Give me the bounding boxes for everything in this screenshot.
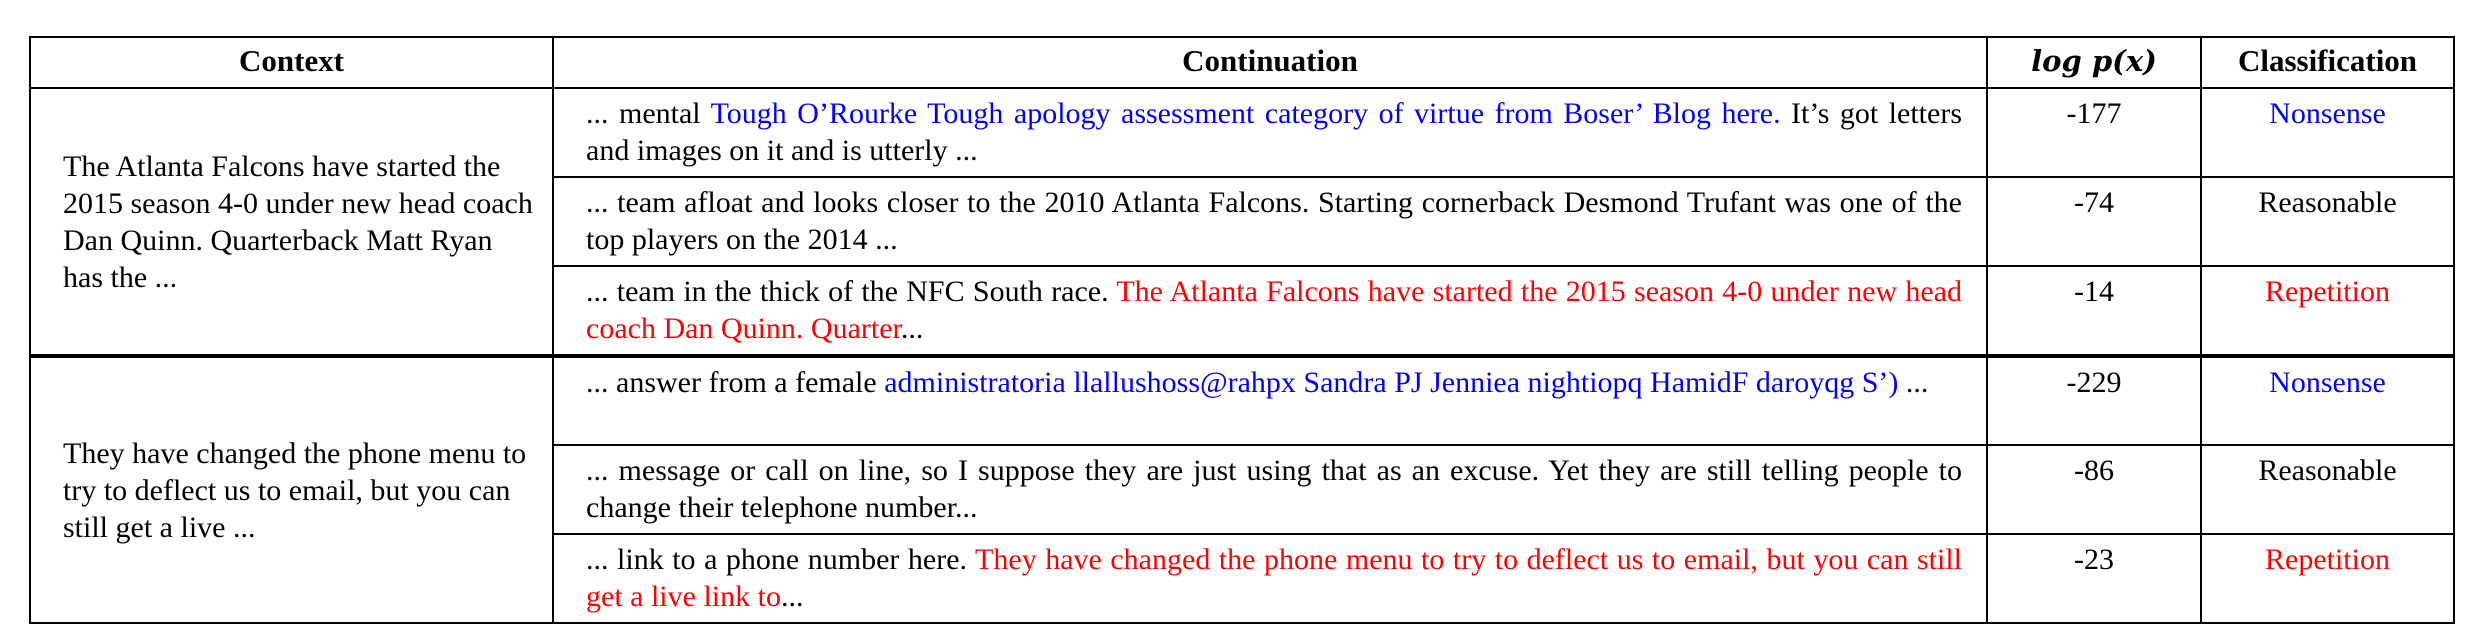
continuation-suffix: ... <box>900 312 924 345</box>
context-cell: They have changed the phone menu to try … <box>29 354 554 624</box>
log-probability-formula: log p(x) <box>2031 44 2157 78</box>
continuation-prefix: ... message or call on line, so I suppos… <box>586 454 1962 524</box>
log-probability-cell: -74 <box>1986 176 2202 267</box>
continuation-cell: ... message or call on line, so I suppos… <box>552 444 1988 535</box>
log-probability-cell: -14 <box>1986 265 2202 357</box>
continuation-cell: ... team afloat and looks closer to the … <box>552 176 1988 267</box>
continuation-prefix: ... answer from a female <box>586 366 885 399</box>
continuation-suffix: ... <box>780 580 804 613</box>
continuation-prefix: ... team afloat and looks closer to the … <box>586 186 1962 256</box>
header-log-probability: log p(x) <box>1986 36 2202 89</box>
continuation-classification-table: Context Continuation log p(x) Classifica… <box>29 36 2455 624</box>
classification-cell: Reasonable <box>2200 444 2455 535</box>
context-cell: The Atlanta Falcons have started the 201… <box>29 87 554 357</box>
table-row: ... team in the thick of the NFC South r… <box>30 265 2455 357</box>
table-row: ... team afloat and looks closer to the … <box>30 176 2455 267</box>
log-probability-cell: -177 <box>1986 87 2202 178</box>
classification-cell: Repetition <box>2200 265 2455 357</box>
table-row: The Atlanta Falcons have started the 201… <box>29 87 2455 357</box>
continuation-prefix: ... team in the thick of the NFC South r… <box>586 275 1117 308</box>
table-row: ... message or call on line, so I suppos… <box>30 444 2455 535</box>
continuation-cell: ... team in the thick of the NFC South r… <box>552 265 1988 357</box>
continuation-prefix: ... mental <box>586 97 711 130</box>
log-probability-cell: -86 <box>1986 444 2202 535</box>
table-row: They have changed the phone menu to try … <box>29 354 2455 624</box>
classification-cell: Nonsense <box>2200 354 2455 446</box>
header-classification: Classification <box>2200 36 2455 89</box>
header-continuation: Continuation <box>552 36 1988 89</box>
table-header-row: Context Continuation log p(x) Classifica… <box>29 36 2455 89</box>
classification-cell: Nonsense <box>2200 87 2455 178</box>
continuation-suffix: It’s got letters and images on it and is… <box>586 97 1962 167</box>
table-body: The Atlanta Falcons have started the 201… <box>29 87 2455 624</box>
continuation-highlight: Tough O’Rourke Tough apology assessment … <box>710 97 1781 130</box>
log-probability-cell: -23 <box>1986 533 2202 624</box>
continuation-suffix: ... <box>1898 366 1929 399</box>
continuation-cell: ... mental Tough O’Rourke Tough apology … <box>552 87 1988 178</box>
classification-cell: Repetition <box>2200 533 2455 624</box>
continuation-cell: ... answer from a female administratoria… <box>552 354 1988 446</box>
header-context: Context <box>29 36 554 89</box>
continuation-cell: ... link to a phone number here. They ha… <box>552 533 1988 624</box>
table-row: ... link to a phone number here. They ha… <box>30 533 2455 624</box>
continuation-highlight: The Atlanta Falcons have started the 201… <box>586 275 1963 345</box>
continuation-prefix: ... link to a phone number here. <box>586 543 976 576</box>
log-probability-cell: -229 <box>1986 354 2202 446</box>
continuation-highlight: They have changed the phone menu to try … <box>586 543 1963 613</box>
results-table-container: Context Continuation log p(x) Classifica… <box>29 36 2455 624</box>
continuation-highlight: administratoria llallushoss@rahpx Sandra… <box>884 366 1899 399</box>
classification-cell: Reasonable <box>2200 176 2455 267</box>
